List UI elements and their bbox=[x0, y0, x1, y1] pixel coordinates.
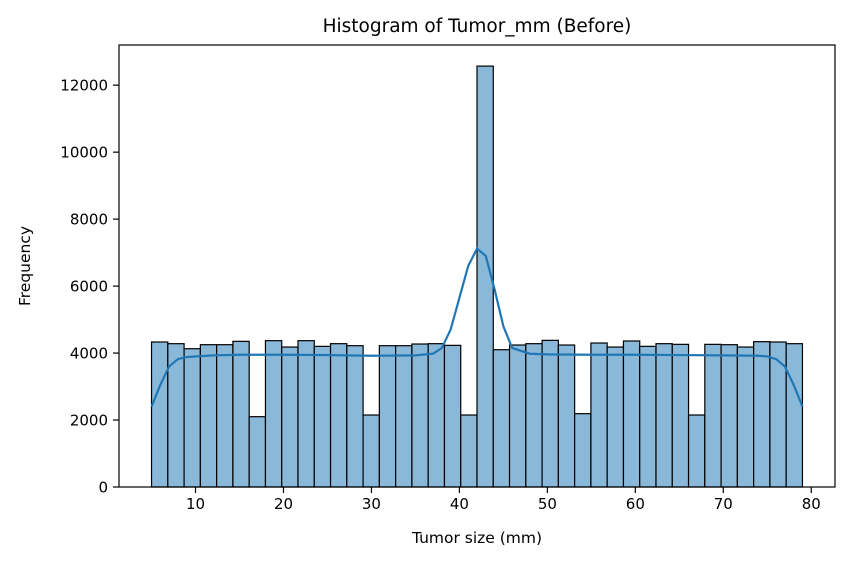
histogram-bar bbox=[720, 344, 738, 488]
kde-line bbox=[150, 246, 804, 408]
y-tick-label: 2000 bbox=[70, 412, 108, 430]
histogram-bar bbox=[671, 343, 690, 488]
histogram-bar bbox=[313, 345, 332, 488]
y-axis-ticks: 0 2000 4000 6000 8000 10000 12000 bbox=[60, 77, 119, 497]
histogram-bar bbox=[622, 340, 641, 488]
histogram-bar bbox=[443, 344, 462, 488]
x-axis-label: Tumor size (mm) bbox=[411, 529, 542, 547]
histogram-bar bbox=[199, 344, 218, 488]
histogram-bar bbox=[297, 340, 315, 488]
histogram-bar bbox=[655, 343, 673, 488]
y-tick-label: 0 bbox=[98, 479, 108, 497]
plot-frame bbox=[118, 44, 836, 488]
histogram-bar bbox=[574, 413, 592, 488]
histogram-bar bbox=[427, 343, 446, 488]
histogram-bar bbox=[508, 344, 527, 488]
x-axis-ticks: 10 20 30 40 50 60 70 80 bbox=[186, 487, 821, 513]
histogram-bar bbox=[395, 345, 413, 488]
histogram-bar bbox=[753, 341, 771, 488]
y-axis-label: Frequency bbox=[16, 226, 34, 306]
x-tick-label: 80 bbox=[802, 495, 821, 513]
histogram-bar bbox=[492, 349, 511, 488]
histogram-bar bbox=[785, 343, 804, 488]
histogram-bar bbox=[736, 346, 755, 488]
x-tick-label: 30 bbox=[362, 495, 381, 513]
x-tick-label: 50 bbox=[538, 495, 557, 513]
histogram-bar bbox=[346, 345, 364, 488]
histogram-bar bbox=[281, 346, 299, 488]
chart-title: Histogram of Tumor_mm (Before) bbox=[323, 16, 632, 37]
histogram-bar bbox=[362, 414, 380, 488]
x-tick-label: 70 bbox=[714, 495, 733, 513]
histogram-bar bbox=[541, 339, 559, 488]
histogram-bar bbox=[150, 341, 169, 488]
histogram-bar bbox=[411, 343, 429, 488]
histogram-bar bbox=[639, 345, 657, 488]
histogram-bar bbox=[769, 341, 787, 488]
histogram-bar bbox=[232, 340, 250, 488]
histogram-bar bbox=[378, 345, 397, 488]
histogram-bar bbox=[590, 342, 608, 488]
x-tick-label: 20 bbox=[274, 495, 293, 513]
y-tick-label: 12000 bbox=[60, 77, 108, 95]
histogram-bar bbox=[606, 346, 625, 488]
histogram-bar bbox=[704, 343, 722, 488]
x-tick-label: 40 bbox=[450, 495, 469, 513]
histogram-bar bbox=[329, 343, 348, 488]
x-tick-label: 10 bbox=[186, 495, 205, 513]
histogram-bar bbox=[248, 416, 267, 488]
histogram-bar bbox=[557, 344, 576, 488]
histogram-bar bbox=[264, 340, 283, 488]
histogram-bar bbox=[216, 344, 234, 488]
y-tick-label: 10000 bbox=[60, 144, 108, 162]
y-tick-label: 4000 bbox=[70, 345, 108, 363]
histogram-bar bbox=[183, 348, 201, 488]
y-tick-label: 8000 bbox=[70, 211, 108, 229]
histogram-bar bbox=[460, 414, 478, 488]
histogram-bars bbox=[150, 65, 804, 488]
histogram-bar bbox=[525, 343, 543, 488]
histogram-bar bbox=[687, 414, 706, 488]
y-tick-label: 6000 bbox=[70, 278, 108, 296]
x-tick-label: 60 bbox=[626, 495, 645, 513]
